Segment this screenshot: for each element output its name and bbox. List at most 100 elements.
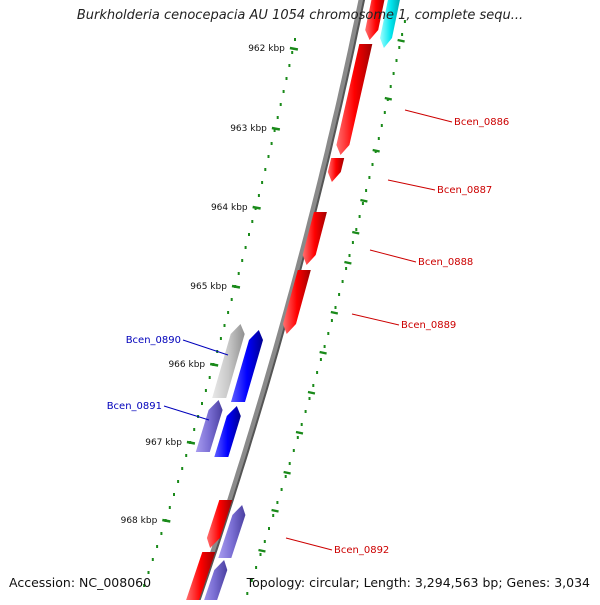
minor-tick-mark: [319, 350, 327, 355]
genome-summary-text: Topology: circular; Length: 3,294,563 bp…: [246, 575, 590, 590]
minor-tick-mark: [330, 310, 339, 315]
tick-dot: [173, 493, 175, 496]
kbp-tick-label: 967 kbp: [145, 438, 182, 448]
tick-dot: [401, 33, 404, 36]
kbp-tick-mark: [186, 440, 196, 445]
tick-dot: [338, 293, 341, 296]
tick-dot: [168, 506, 171, 509]
gene-bcen-0892-light[interactable]: [218, 505, 246, 558]
gene-label-bcen-0890[interactable]: Bcen_0890: [126, 335, 181, 346]
tick-dot: [294, 38, 296, 41]
tick-dot: [330, 319, 333, 322]
tick-dot: [147, 571, 150, 574]
gene-labels-layer: Bcen_0886 Bcen_0887 Bcen_0888 Bcen_0889 Bcen…: [107, 109, 509, 556]
tick-dot: [151, 558, 154, 561]
kbp-tick-label: 964 kbp: [211, 203, 248, 213]
gene-bcen-0890-pseudo[interactable]: [212, 324, 245, 398]
tick-dot: [377, 137, 380, 140]
tick-dot: [403, 20, 406, 23]
tick-dot: [288, 64, 291, 67]
tick-dot: [156, 545, 159, 548]
gene-bcen-0888[interactable]: [302, 212, 327, 265]
tick-dot: [284, 475, 287, 478]
gene-label-bcen-0888[interactable]: Bcen_0888: [418, 257, 473, 268]
minor-tick-mark: [295, 430, 304, 435]
gene-bcen-0890[interactable]: [231, 330, 263, 402]
tick-dot: [380, 124, 383, 127]
gene-lav-bottom[interactable]: [201, 560, 228, 605]
tick-dot: [282, 90, 285, 93]
kbp-tick-mark: [162, 518, 171, 523]
tick-dot: [273, 129, 276, 132]
kbp-tick-label: 968 kbp: [121, 516, 158, 526]
tick-dot: [250, 579, 253, 582]
gene-cyan-top[interactable]: [380, 0, 402, 48]
tick-dot: [237, 272, 240, 275]
kbp-tick-label: 965 kbp: [190, 282, 227, 292]
kbp-tick-mark: [289, 46, 299, 51]
gene-label-bcen-0891[interactable]: Bcen_0891: [107, 401, 162, 412]
gene-label-bcen-0886[interactable]: Bcen_0886: [454, 117, 509, 128]
tick-dot: [241, 259, 244, 262]
kbp-tick-mark: [252, 205, 261, 210]
tick-dot: [300, 423, 303, 426]
kbp-tick-label: 963 kbp: [230, 124, 267, 134]
tick-dot: [345, 267, 348, 270]
tick-dot: [280, 488, 283, 491]
tick-dot: [208, 376, 211, 379]
gene-bcen-0885[interactable]: [365, 0, 386, 40]
gene-label-leader: [182, 339, 229, 356]
tick-dot: [248, 233, 250, 236]
minor-tick-mark: [307, 390, 316, 395]
kbp-tick-mark: [271, 126, 281, 131]
tick-dot: [365, 189, 368, 192]
minor-tick-mark: [271, 508, 279, 513]
tick-dot: [368, 176, 371, 179]
tick-dot: [288, 462, 291, 465]
gene-label-leader: [387, 179, 436, 191]
tick-dot: [268, 527, 270, 530]
genes-layer: [186, 0, 402, 605]
right-dotted-ring: [246, 20, 406, 595]
tick-dot: [272, 514, 275, 517]
tick-dot: [323, 345, 326, 348]
tick-dot: [143, 584, 146, 587]
gene-bcen-0889[interactable]: [283, 270, 311, 334]
tick-dot: [285, 77, 288, 80]
tick-dot: [177, 480, 180, 483]
gene-bcen-0886[interactable]: [336, 44, 373, 155]
tick-dot: [264, 168, 267, 171]
tick-dot: [358, 215, 361, 218]
tick-dot: [261, 181, 264, 184]
tick-dot: [201, 402, 203, 405]
tick-dot: [257, 194, 260, 197]
tick-dot: [267, 155, 270, 158]
tick-dot: [219, 337, 222, 340]
gene-label-leader: [369, 249, 417, 263]
kbp-tick-mark: [209, 362, 219, 367]
gene-label-bcen-0889[interactable]: Bcen_0889: [401, 320, 456, 331]
gene-bcen-0893[interactable]: [186, 552, 216, 605]
tick-dot: [392, 72, 395, 75]
tick-dot: [383, 111, 386, 114]
minor-tick-mark: [397, 38, 405, 43]
tick-dot: [292, 449, 295, 452]
gene-bcen-0892[interactable]: [206, 500, 233, 548]
gene-bcen-0891-light[interactable]: [195, 400, 223, 452]
kbp-ticks-layer: 962 kbp 963 kbp 964 kbp 965 kbp 966 kbp 967 k…: [121, 38, 405, 553]
tick-dot: [395, 59, 398, 62]
gene-label-bcen-0887[interactable]: Bcen_0887: [437, 185, 492, 196]
gene-bcen-0891[interactable]: [214, 406, 241, 457]
gene-label-bcen-0892[interactable]: Bcen_0892: [334, 545, 389, 556]
tick-dot: [398, 46, 401, 49]
tick-dot: [334, 306, 337, 309]
tick-dot: [279, 103, 282, 106]
kbp-tick-label: 966 kbp: [168, 360, 205, 370]
tick-dot: [361, 202, 364, 205]
tick-dot: [308, 397, 311, 400]
tick-dot: [263, 540, 266, 543]
gene-label-leader: [351, 313, 400, 326]
gene-bcen-0887[interactable]: [327, 158, 345, 182]
